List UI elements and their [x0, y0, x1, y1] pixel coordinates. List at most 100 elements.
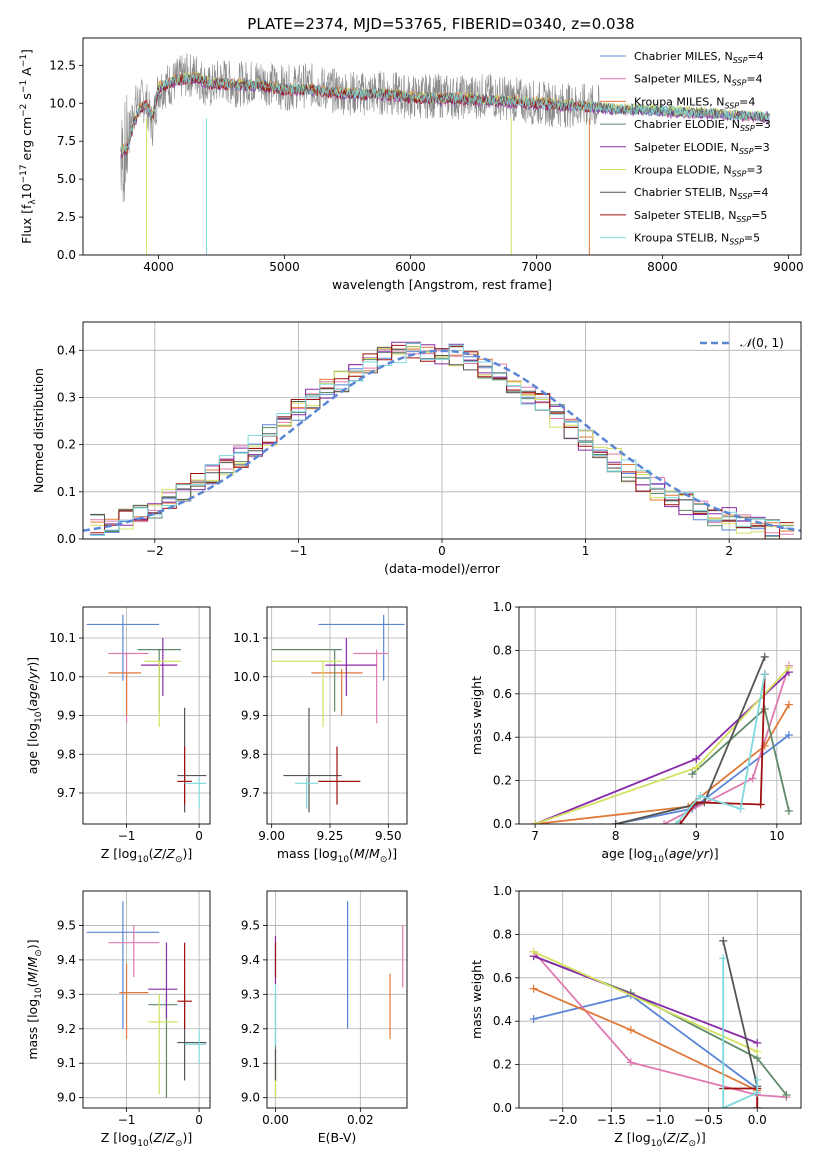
- y-tick-label: 0.3: [57, 390, 76, 404]
- x-axis-label: (data-model)/error: [384, 561, 501, 576]
- plot-area: [531, 652, 793, 824]
- y-tick-label: 10.0: [49, 670, 76, 684]
- y-tick-label: 0.0: [493, 817, 512, 831]
- plus-marker: [760, 652, 769, 661]
- mass-weight-line: [675, 674, 766, 824]
- legend-entry: Kroupa STELIB, NSSP=5: [634, 232, 760, 247]
- x-axis-label: mass [log10(M/M⊙)]: [277, 846, 397, 865]
- x-axis-label: Z [log10(Z/Z⊙)]: [101, 1130, 193, 1149]
- plus-marker: [529, 1015, 538, 1024]
- x-tick-label: 4000: [143, 260, 174, 274]
- x-axis-label: E(B-V): [318, 1130, 357, 1145]
- y-tick-label: 1.0: [493, 884, 512, 898]
- x-tick-label: −2: [146, 544, 164, 558]
- y-axis-label: age [log10(age/yr)]: [25, 657, 44, 774]
- y-tick-label: 9.2: [241, 1022, 260, 1036]
- mass-weight-line: [722, 958, 759, 1108]
- histogram-step: [90, 346, 794, 537]
- plus-marker: [529, 984, 538, 993]
- plus-marker: [753, 1088, 762, 1097]
- y-tick-label: 9.8: [57, 747, 76, 761]
- y-tick-label: 9.5: [241, 918, 260, 932]
- y-tick-label: 0.8: [493, 643, 512, 657]
- plus-marker: [626, 1058, 635, 1067]
- x-tick-label: 7000: [521, 260, 552, 274]
- mass-weight-vs-age-panel: 7 8 9 10 0.0 0.2 0.4 0.6 0.8 1.0 age [log10(age/yr…: [469, 600, 802, 865]
- y-tick-label: 9.7: [57, 786, 76, 800]
- x-tick-label: −1: [118, 1113, 136, 1127]
- y-axis-label: mass weight: [469, 960, 484, 1039]
- model-spectrum-line: [120, 73, 770, 156]
- x-tick-label: 6000: [395, 260, 426, 274]
- y-tick-label: 9.1: [241, 1056, 260, 1070]
- plus-marker: [756, 800, 765, 809]
- plus-marker: [753, 1038, 762, 1047]
- x-tick-label: 2: [725, 544, 733, 558]
- x-tick-label: 7: [531, 829, 539, 843]
- x-tick-label: 0.02: [347, 1113, 374, 1127]
- y-tick-label: 9.4: [241, 953, 260, 967]
- x-tick-label: 9.25: [317, 829, 344, 843]
- axes-frame: [518, 606, 802, 825]
- x-axis-label: age [log10(age/yr)]: [601, 846, 718, 865]
- x-tick-label: −1.5: [597, 1113, 626, 1127]
- mass-weight-line: [534, 704, 790, 824]
- age-vs-mass-panel: 9.00 9.25 9.50 9.7 9.8 9.9 10.0 10.1 mass [log10…: [233, 606, 408, 865]
- y-tick-label: 0.0: [57, 532, 76, 546]
- mass-weight-line: [679, 674, 766, 824]
- plus-marker: [692, 763, 701, 772]
- y-tick-label: 9.9: [57, 709, 76, 723]
- x-axis-label: Z [log10(Z/Z⊙)]: [101, 846, 193, 865]
- y-tick-label: 0.6: [493, 971, 512, 985]
- legend-entry: Chabrier MILES, NSSP=4: [634, 50, 764, 65]
- plus-marker: [748, 774, 757, 783]
- plot-area: [83, 341, 801, 539]
- y-tick-label: 2.5: [57, 210, 76, 224]
- plus-marker: [676, 820, 685, 824]
- plot-area: [529, 936, 791, 1108]
- legend-entry: 𝒩(0, 1): [740, 336, 784, 350]
- axes-frame: [266, 606, 408, 825]
- plus-marker: [660, 820, 669, 824]
- mass-weight-vs-metallicity-panel: −2.0 −1.5 −1.0 −0.5 0.0 0.0 0.2 0.4 0.6 0.8 1.0 Z […: [469, 884, 802, 1149]
- histogram-step: [90, 343, 794, 532]
- x-tick-label: −1: [290, 544, 308, 558]
- plus-marker: [784, 731, 793, 740]
- x-tick-label: 0.00: [262, 1113, 289, 1127]
- y-tick-label: 0.4: [493, 730, 512, 744]
- x-tick-label: 0: [195, 829, 203, 843]
- y-axis-label: Flux [fλ10−17 erg cm−2 s−1 A−1]: [19, 49, 38, 244]
- spectrum-panel: 4000 5000 6000 7000 8000 9000 0.0 2.5 5.0 7.5 10.0…: [19, 37, 804, 292]
- plus-marker: [760, 704, 769, 713]
- y-tick-label: 9.3: [241, 987, 260, 1001]
- x-tick-label: 9: [692, 829, 700, 843]
- axes-frame: [82, 890, 211, 1109]
- legend-entry: Kroupa MILES, NSSP=4: [634, 95, 755, 110]
- plus-marker: [688, 770, 697, 779]
- plus-marker: [782, 1090, 791, 1099]
- y-tick-label: 1.0: [493, 600, 512, 614]
- plus-marker: [760, 670, 769, 679]
- y-tick-label: 9.3: [57, 987, 76, 1001]
- y-tick-label: 10.0: [233, 670, 260, 684]
- histogram-step: [90, 341, 794, 539]
- y-tick-label: 7.5: [57, 134, 76, 148]
- plus-marker: [719, 936, 728, 945]
- residual-histogram-panel: −2 −1 0 1 2 0.0 0.1 0.2 0.3 0.4 (data-model)/error…: [31, 321, 802, 576]
- plus-marker: [736, 804, 745, 813]
- axes-frame: [266, 890, 408, 1109]
- x-tick-label: 5000: [269, 260, 300, 274]
- x-tick-label: 0: [195, 1113, 203, 1127]
- x-tick-label: −2.0: [548, 1113, 577, 1127]
- plot-area: [86, 901, 207, 1098]
- x-axis-label: wavelength [Angstrom, rest frame]: [332, 277, 552, 292]
- plus-marker: [696, 791, 705, 800]
- plot-area: [120, 53, 770, 255]
- legend-entry: Salpeter STELIB, NSSP=5: [634, 209, 767, 224]
- y-tick-label: 9.5: [57, 918, 76, 932]
- x-tick-label: 0.0: [748, 1113, 767, 1127]
- plus-marker: [611, 820, 620, 824]
- y-tick-label: 9.0: [57, 1091, 76, 1105]
- histogram-step: [90, 346, 794, 534]
- plus-marker: [626, 1025, 635, 1034]
